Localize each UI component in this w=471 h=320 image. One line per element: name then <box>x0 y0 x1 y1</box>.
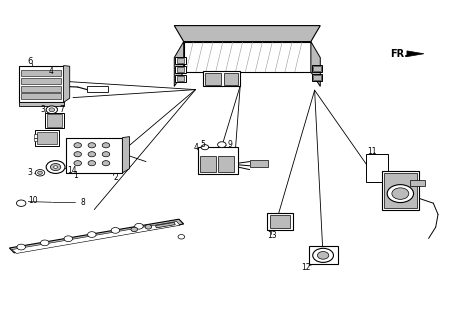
Text: 12: 12 <box>301 263 311 272</box>
Polygon shape <box>407 51 424 57</box>
Circle shape <box>38 171 42 174</box>
Circle shape <box>218 142 226 148</box>
Text: 7: 7 <box>59 105 64 114</box>
Text: 4: 4 <box>194 143 199 152</box>
Circle shape <box>88 161 96 166</box>
Bar <box>21 78 61 84</box>
Text: 11: 11 <box>367 147 377 156</box>
Text: 4: 4 <box>49 67 53 76</box>
Bar <box>313 75 321 80</box>
Circle shape <box>392 188 409 199</box>
Bar <box>177 76 184 81</box>
Bar <box>175 75 186 82</box>
Text: FR.: FR. <box>390 49 408 59</box>
Circle shape <box>74 152 81 157</box>
Bar <box>177 67 184 72</box>
Polygon shape <box>174 42 184 86</box>
Bar <box>19 102 64 106</box>
Bar <box>200 156 216 172</box>
Bar <box>410 180 425 186</box>
Circle shape <box>102 161 110 166</box>
Bar <box>313 66 321 71</box>
Circle shape <box>35 170 45 176</box>
Bar <box>224 73 238 85</box>
Text: 5: 5 <box>200 140 205 148</box>
Circle shape <box>201 145 209 150</box>
Bar <box>175 57 186 64</box>
Bar <box>312 65 322 72</box>
Circle shape <box>387 185 414 203</box>
Bar <box>177 58 184 63</box>
Bar <box>382 171 419 210</box>
Text: 13: 13 <box>267 231 276 240</box>
Circle shape <box>46 106 57 114</box>
Bar <box>203 71 240 86</box>
Polygon shape <box>122 137 130 173</box>
Text: 14: 14 <box>67 166 77 175</box>
Circle shape <box>17 244 25 250</box>
Circle shape <box>131 227 138 232</box>
Circle shape <box>102 143 110 148</box>
Bar <box>184 42 311 72</box>
Circle shape <box>178 235 185 239</box>
Polygon shape <box>9 219 184 253</box>
Bar <box>218 156 234 172</box>
Circle shape <box>46 161 65 173</box>
Bar <box>19 66 64 102</box>
Bar <box>21 86 61 92</box>
Circle shape <box>50 164 61 171</box>
Circle shape <box>49 108 55 112</box>
Bar <box>35 130 59 146</box>
Bar <box>47 114 62 127</box>
Polygon shape <box>155 222 175 228</box>
Polygon shape <box>12 221 180 253</box>
Circle shape <box>317 252 329 259</box>
Circle shape <box>313 248 333 262</box>
Bar <box>205 73 221 85</box>
Circle shape <box>74 143 81 148</box>
Polygon shape <box>174 26 320 42</box>
Bar <box>175 66 186 73</box>
Bar <box>37 132 57 144</box>
Text: 8: 8 <box>80 198 85 207</box>
Circle shape <box>88 143 96 148</box>
Bar <box>66 138 122 173</box>
Bar <box>366 154 388 182</box>
Polygon shape <box>87 89 106 91</box>
Circle shape <box>135 223 143 229</box>
Bar <box>21 70 61 76</box>
Text: 10: 10 <box>28 196 38 204</box>
Text: 3: 3 <box>40 105 45 114</box>
Bar <box>198 147 238 174</box>
Text: 2: 2 <box>113 173 118 182</box>
Circle shape <box>16 200 26 206</box>
Text: 6: 6 <box>27 57 32 66</box>
Bar <box>21 93 61 99</box>
Bar <box>309 246 338 264</box>
Circle shape <box>54 166 57 168</box>
Polygon shape <box>311 42 320 86</box>
Bar <box>34 138 37 141</box>
Circle shape <box>74 161 81 166</box>
Bar <box>87 86 108 92</box>
Polygon shape <box>64 66 70 102</box>
Circle shape <box>145 225 152 229</box>
Bar <box>250 160 268 167</box>
Circle shape <box>64 236 73 242</box>
Bar <box>45 113 64 128</box>
Bar <box>270 215 290 228</box>
Circle shape <box>88 232 96 237</box>
Bar <box>384 173 417 208</box>
Bar <box>267 213 293 230</box>
Text: 9: 9 <box>228 140 233 149</box>
Circle shape <box>102 152 110 157</box>
Text: 3: 3 <box>27 168 32 177</box>
Bar <box>312 74 322 81</box>
Bar <box>34 134 37 138</box>
Circle shape <box>111 228 120 233</box>
Text: 1: 1 <box>73 171 78 180</box>
Circle shape <box>88 152 96 157</box>
Circle shape <box>41 240 49 246</box>
